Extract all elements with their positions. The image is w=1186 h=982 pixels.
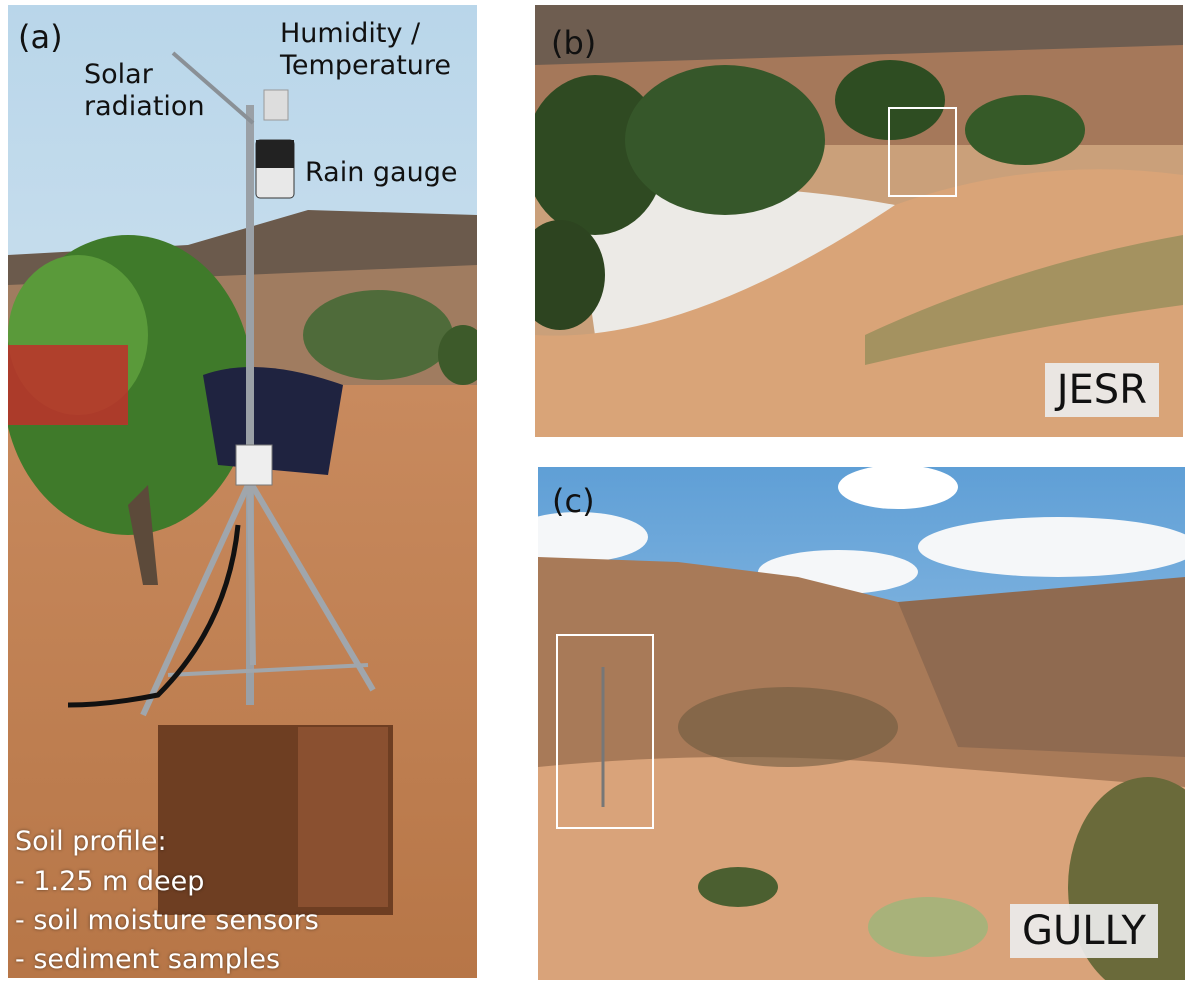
site-label: JESR — [1044, 363, 1159, 417]
annotation: Humidity / Temperature — [280, 18, 452, 81]
note-item: - 1.25 m deep — [15, 866, 205, 897]
panel-b: (b) JESR — [535, 5, 1183, 437]
panel-a: (a) Solar radiation Humidity / Temperatu… — [8, 5, 477, 978]
panel-c: (c) GULLY — [538, 467, 1185, 980]
note-title: Soil profile: — [15, 826, 167, 857]
site-label: GULLY — [1010, 904, 1158, 958]
panel-label: (c) — [552, 482, 595, 520]
panel-label: (b) — [551, 24, 597, 62]
photo-a — [8, 5, 477, 978]
note-item: - sediment samples — [15, 944, 281, 975]
panel-label: (a) — [18, 18, 63, 56]
annotation: Solar radiation — [84, 59, 205, 122]
note-item: - soil moisture sensors — [15, 905, 319, 936]
annotation: Rain gauge — [305, 157, 458, 188]
